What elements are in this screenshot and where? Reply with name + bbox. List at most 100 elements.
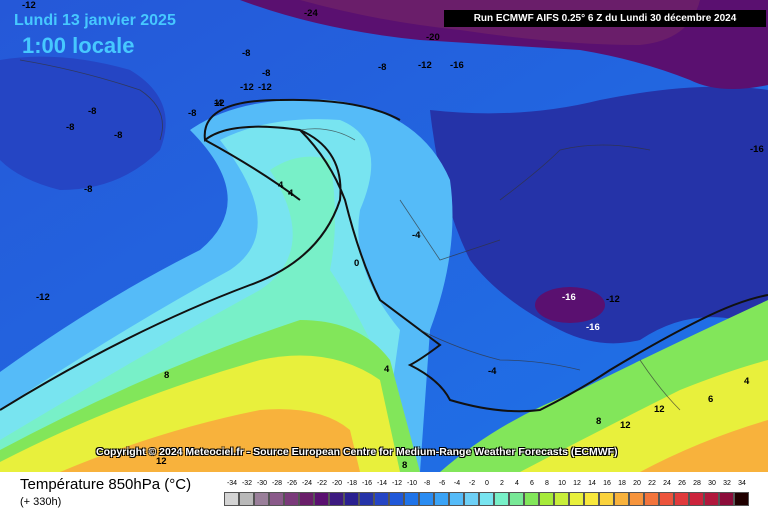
scale-swatch [734, 492, 749, 506]
color-scale: -34 -32 -30 -28 -26 -24 -22 -20 -18 -16 -14 -12 -10-… [224, 480, 752, 506]
scale-tick-label: 8 [545, 480, 549, 487]
scale-tick-label: -24 [301, 480, 313, 487]
scale-tick-label: 30 [708, 480, 716, 487]
scale-swatch [449, 492, 464, 506]
scale-swatch [254, 492, 269, 506]
scale-swatch [659, 492, 674, 506]
scale-tick-label: 16 [603, 480, 611, 487]
scale-tick-label: -4 [453, 480, 461, 487]
temperature-map [0, 0, 768, 472]
map-label: 4 [384, 364, 390, 375]
greenland-field [0, 56, 166, 190]
scale-tick-label: 32 [723, 480, 731, 487]
map-label: 8 [402, 460, 408, 471]
map-label: -16 [586, 322, 600, 333]
scale-swatch [239, 492, 254, 506]
scale-swatch [569, 492, 584, 506]
map-label: 12 [620, 420, 631, 431]
scale-tick-label: -22 [316, 480, 328, 487]
scale-tick-label: -10 [406, 480, 418, 487]
scale-tick-label: -32 [241, 480, 253, 487]
map-label: 8 [164, 370, 170, 381]
forecast-date: Lundi 13 janvier 2025 [14, 12, 176, 29]
scale-swatch [389, 492, 404, 506]
scale-tick-label: 4 [515, 480, 519, 487]
map-label: 8 [596, 416, 602, 427]
scale-swatch [614, 492, 629, 506]
scale-swatch [674, 492, 689, 506]
scale-tick-label: 14 [588, 480, 596, 487]
map-label: 12 [654, 404, 665, 415]
map-label: -8 [262, 68, 271, 79]
map-label: -12 [258, 82, 272, 93]
scale-tick-label: -18 [346, 480, 358, 487]
scale-tick-label: -28 [271, 480, 283, 487]
scale-swatch [479, 492, 494, 506]
map-label: 12 [156, 456, 167, 467]
map-label: 4 [278, 180, 284, 191]
scale-tick-label: 0 [485, 480, 489, 487]
scale-tick-label: -2 [468, 480, 476, 487]
map-label: -12 [606, 294, 620, 305]
map-label: -8 [114, 130, 123, 141]
copyright-credit: Copyright © 2024 Meteociel.fr - Source E… [96, 446, 618, 458]
map-label: -4 [214, 98, 223, 109]
scale-tick-label: 26 [678, 480, 686, 487]
scale-tick-label: 2 [500, 480, 504, 487]
scale-tick-label: -12 [391, 480, 403, 487]
scale-tick-label: -34 [226, 480, 238, 487]
map-label: -12 [240, 82, 254, 93]
scale-tick-label: 28 [693, 480, 701, 487]
scale-swatch [554, 492, 569, 506]
scale-swatch [599, 492, 614, 506]
coastlines [19, 59, 681, 411]
scale-swatch [404, 492, 419, 506]
scale-swatch [329, 492, 344, 506]
map-label: 0 [354, 258, 360, 269]
scale-tick-label: -8 [423, 480, 431, 487]
scale-tick-label: 20 [633, 480, 641, 487]
forecast-time: 1:00 locale [22, 33, 135, 58]
scale-swatch [344, 492, 359, 506]
scale-tick-label: 34 [738, 480, 746, 487]
map-label: -8 [242, 48, 251, 59]
scale-swatch [494, 492, 509, 506]
scale-swatch [644, 492, 659, 506]
scale-swatch [524, 492, 539, 506]
scale-tick-label: 6 [530, 480, 534, 487]
scale-swatch [719, 492, 734, 506]
scale-swatch [419, 492, 434, 506]
map-label: -8 [378, 62, 387, 73]
scale-tick-label: 10 [558, 480, 566, 487]
scale-swatch [464, 492, 479, 506]
southeast-orange [640, 420, 768, 472]
lead-time: (+ 330h) [20, 496, 62, 508]
scale-swatch [359, 492, 374, 506]
map-label: 4 [744, 376, 750, 387]
map-label: -4 [412, 230, 421, 241]
scale-tick-label: 18 [618, 480, 626, 487]
cold-pocket-europe [535, 287, 605, 323]
scale-tick-label: -6 [438, 480, 446, 487]
legend-bar: Température 850hPa (°C) (+ 330h) -34 -32-… [0, 472, 768, 512]
map-label: -24 [304, 8, 318, 19]
map-label: -4 [488, 366, 497, 377]
map-label: 6 [708, 394, 714, 405]
warm-core-orange [60, 409, 360, 472]
scale-tick-label: 22 [648, 480, 656, 487]
map-label: -12 [418, 60, 432, 71]
map-label: -16 [750, 144, 764, 155]
scale-swatch [284, 492, 299, 506]
scale-swatch [434, 492, 449, 506]
map-label: -20 [426, 32, 440, 43]
scale-tick-label: 12 [573, 480, 581, 487]
scale-tick-label: -14 [376, 480, 388, 487]
map-label: -12 [22, 0, 36, 11]
scale-swatch [629, 492, 644, 506]
map-label: -8 [88, 106, 97, 117]
scale-swatch [584, 492, 599, 506]
map-label: -16 [450, 60, 464, 71]
scale-swatch [314, 492, 329, 506]
scale-tick-label: -20 [331, 480, 343, 487]
